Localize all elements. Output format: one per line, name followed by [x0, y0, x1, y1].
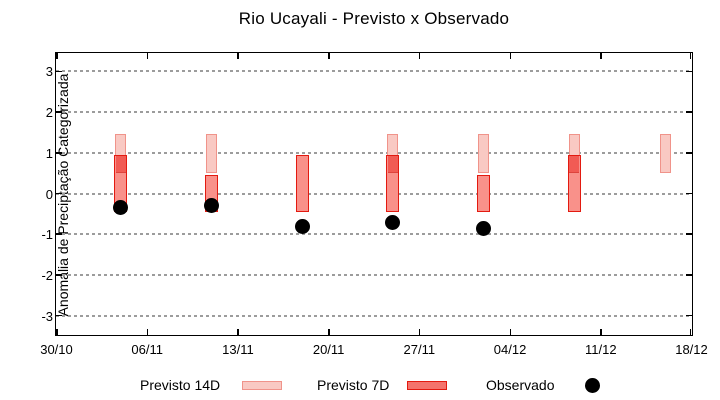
x-tick-bottom [509, 329, 512, 335]
x-tick-bottom [237, 329, 239, 335]
previsto-7d-bar [477, 175, 491, 212]
previsto-14d-bar [478, 134, 490, 174]
y-tick-left [56, 274, 62, 276]
x-tick-label: 18/12 [675, 342, 708, 357]
x-tick-top [146, 53, 149, 59]
y-tick-label: -2 [41, 267, 53, 283]
y-tick-left [56, 314, 62, 317]
y-tick-label: -3 [41, 308, 53, 324]
y-tick-right [686, 274, 692, 276]
x-tick-label: 30/10 [40, 342, 73, 357]
observado-dot [294, 218, 310, 234]
x-tick-label: 20/11 [312, 342, 345, 357]
x-tick-top [418, 53, 421, 59]
chart-title: Rio Ucayali - Previsto x Observado [238, 9, 510, 28]
x-tick-label: 11/12 [584, 342, 617, 357]
plot-area [55, 52, 693, 336]
x-tick-label: 13/11 [222, 342, 254, 357]
x-tick-label: 06/11 [131, 342, 163, 357]
legend-swatch-previsto-7d [407, 381, 447, 390]
x-tick-label: 04/12 [493, 342, 527, 357]
observado-dot [385, 214, 401, 230]
previsto-overlap-region [115, 156, 126, 174]
y-tick-left [56, 192, 62, 195]
gridline-y0 [56, 192, 692, 195]
y-tick-right [686, 233, 692, 235]
y-tick-label: 0 [45, 186, 53, 202]
legend-label-observado: Observado [486, 377, 555, 393]
y-tick-left [56, 152, 62, 154]
x-tick-top [509, 53, 512, 59]
x-tick-bottom [600, 329, 602, 335]
y-tick-label: -1 [41, 227, 53, 243]
y-tick-right [686, 314, 692, 317]
y-tick-right [686, 70, 692, 73]
y-tick-left [56, 233, 62, 235]
x-tick-top [600, 53, 602, 59]
y-tick-label: 2 [45, 105, 53, 121]
x-tick-bottom [56, 329, 58, 335]
gridline-y-2 [56, 273, 692, 276]
y-tick-left [56, 70, 62, 73]
gridline-y2 [56, 111, 692, 114]
observado-dot [476, 220, 492, 236]
previsto-overlap-region [387, 156, 398, 174]
gridline-y3 [56, 70, 692, 73]
x-tick-top [328, 53, 330, 59]
x-tick-top [689, 53, 691, 59]
legend-label-previsto-7d: Previsto 7D [317, 377, 390, 393]
legend-swatch-previsto-14d [242, 381, 282, 390]
y-tick-right [686, 152, 692, 154]
y-tick-label: 1 [45, 145, 53, 161]
x-tick-bottom [418, 329, 421, 335]
x-tick-bottom [328, 329, 330, 335]
y-tick-right [686, 111, 692, 113]
x-tick-bottom [146, 329, 149, 335]
previsto-14d-bar [659, 134, 671, 174]
legend-dot-observado [585, 378, 600, 393]
previsto-14d-bar [206, 134, 217, 174]
x-tick-top [237, 53, 239, 59]
observado-dot [204, 198, 219, 214]
gridline-y-3 [56, 314, 692, 317]
previsto-7d-bar [295, 154, 309, 212]
legend-label-previsto-14d: Previsto 14D [140, 377, 221, 393]
x-tick-top [56, 53, 58, 59]
observado-dot [113, 200, 129, 216]
x-tick-bottom [689, 329, 691, 335]
y-tick-left [56, 111, 62, 113]
gridline-y-1 [56, 233, 692, 236]
x-tick-label: 27/11 [403, 342, 436, 357]
previsto-overlap-region [569, 156, 580, 174]
y-tick-right [686, 192, 692, 195]
gridline-y1 [56, 151, 692, 154]
y-tick-label: 3 [45, 64, 53, 80]
